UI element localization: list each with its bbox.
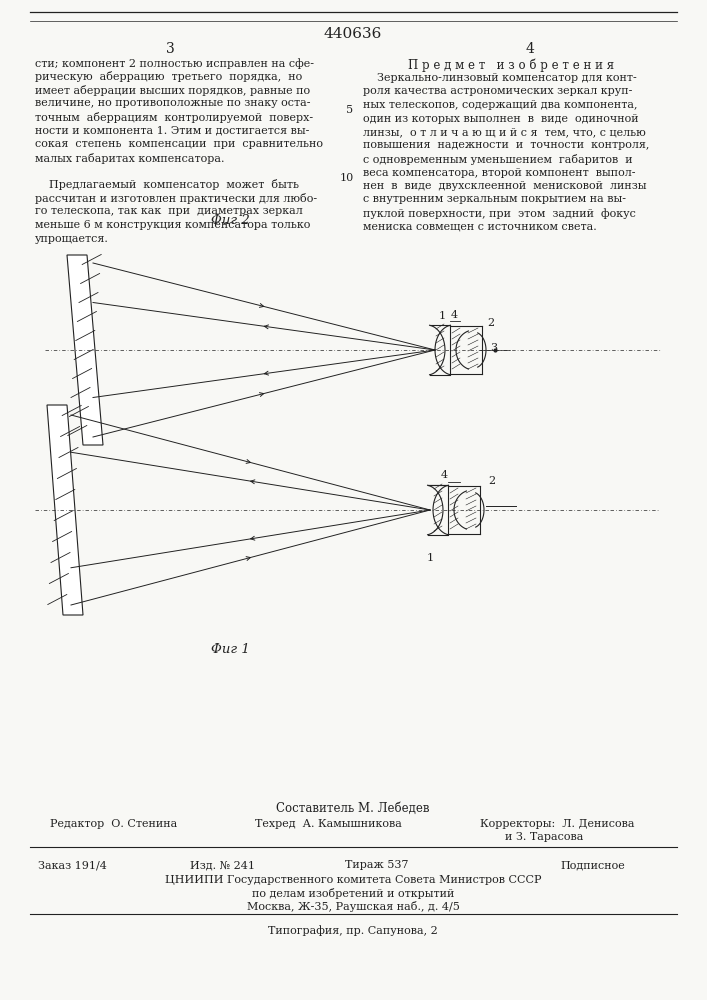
Text: сти; компонент 2 полностью исправлен на сфе-: сти; компонент 2 полностью исправлен на … — [35, 58, 314, 69]
Text: с внутренним зеркальным покрытием на вы-: с внутренним зеркальным покрытием на вы- — [363, 194, 626, 205]
Text: Подписное: Подписное — [560, 860, 625, 870]
Text: 1: 1 — [438, 311, 445, 321]
Text: рическую  аберрацию  третьего  порядка,  но: рическую аберрацию третьего порядка, но — [35, 72, 303, 83]
Text: Φиг 2: Φиг 2 — [211, 214, 250, 227]
Text: роля качества астрономических зеркал круп-: роля качества астрономических зеркал кру… — [363, 87, 632, 97]
Text: П р е д м е т   и з о б р е т е н и я: П р е д м е т и з о б р е т е н и я — [408, 58, 614, 72]
Text: ности и компонента 1. Этим и достигается вы-: ности и компонента 1. Этим и достигается… — [35, 125, 310, 135]
Text: Изд. № 241: Изд. № 241 — [190, 860, 255, 870]
Text: ных телескопов, содержащий два компонента,: ных телескопов, содержащий два компонент… — [363, 100, 638, 110]
Text: 10: 10 — [340, 173, 354, 183]
Text: рассчитан и изготовлен практически для любо-: рассчитан и изготовлен практически для л… — [35, 193, 317, 204]
Text: го телескопа, так как  при  диаметрах зеркал: го телескопа, так как при диаметрах зерк… — [35, 207, 303, 217]
Text: Корректоры:  Л. Денисова: Корректоры: Л. Денисова — [480, 819, 634, 829]
Polygon shape — [67, 255, 103, 445]
Text: Составитель М. Лебедев: Составитель М. Лебедев — [276, 802, 430, 815]
Text: Москва, Ж-35, Раушская наб., д. 4/5: Москва, Ж-35, Раушская наб., д. 4/5 — [247, 901, 460, 912]
Polygon shape — [47, 405, 83, 615]
Text: Заказ 191/4: Заказ 191/4 — [38, 860, 107, 870]
Text: нен  в  виде  двухсклеенной  менисковой  линзы: нен в виде двухсклеенной менисковой линз… — [363, 181, 646, 191]
Text: мениска совмещен с источником света.: мениска совмещен с источником света. — [363, 222, 597, 232]
Text: 1: 1 — [426, 553, 433, 563]
Text: Предлагаемый  компенсатор  может  быть: Предлагаемый компенсатор может быть — [35, 180, 299, 190]
Text: ЦНИИПИ Государственного комитета Совета Министров СССР: ЦНИИПИ Государственного комитета Совета … — [165, 875, 542, 885]
Text: линзы,  о т л и ч а ю щ и й с я  тем, что, с целью: линзы, о т л и ч а ю щ и й с я тем, что,… — [363, 127, 645, 137]
Text: 3: 3 — [490, 343, 497, 353]
Text: по делам изобретений и открытий: по делам изобретений и открытий — [252, 888, 454, 899]
Text: меньше 6 м конструкция компенсатора только: меньше 6 м конструкция компенсатора толь… — [35, 220, 310, 230]
Text: 4: 4 — [525, 42, 534, 56]
Text: упрощается.: упрощается. — [35, 233, 109, 243]
Text: Φиг 1: Φиг 1 — [211, 643, 250, 656]
Text: величине, но противоположные по знаку оста-: величине, но противоположные по знаку ос… — [35, 99, 310, 108]
Text: 4: 4 — [450, 310, 457, 320]
Text: и З. Тарасова: и З. Тарасова — [505, 832, 583, 842]
Text: Тираж 537: Тираж 537 — [345, 860, 409, 870]
Text: веса компенсатора, второй компонент  выпол-: веса компенсатора, второй компонент выпо… — [363, 167, 636, 178]
Text: 440636: 440636 — [324, 27, 382, 41]
Text: с одновременным уменьшением  габаритов  и: с одновременным уменьшением габаритов и — [363, 154, 633, 165]
Text: Редактор  О. Стенина: Редактор О. Стенина — [50, 819, 177, 829]
Text: Зеркально-линзовый компенсатор для конт-: Зеркально-линзовый компенсатор для конт- — [363, 73, 637, 83]
Text: пуклой поверхности, при  этом  задний  фокус: пуклой поверхности, при этом задний фоку… — [363, 208, 636, 219]
Text: 5: 5 — [346, 105, 354, 115]
Text: сокая  степень  компенсации  при  сравнительно: сокая степень компенсации при сравнитель… — [35, 139, 323, 149]
Text: точным  аберрациям  контролируемой  поверх-: точным аберрациям контролируемой поверх- — [35, 112, 313, 123]
Text: Типография, пр. Сапунова, 2: Типография, пр. Сапунова, 2 — [268, 925, 438, 936]
Text: 3: 3 — [165, 42, 175, 56]
Text: малых габаритах компенсатора.: малых габаритах компенсатора. — [35, 152, 225, 163]
Text: 2: 2 — [488, 476, 495, 486]
Text: 2: 2 — [487, 318, 494, 328]
Text: один из которых выполнен  в  виде  одиночной: один из которых выполнен в виде одиночно… — [363, 113, 638, 123]
Text: имеет аберрации высших порядков, равные по: имеет аберрации высших порядков, равные … — [35, 85, 310, 96]
Text: повышения  надежности  и  точности  контроля,: повышения надежности и точности контроля… — [363, 140, 649, 150]
Text: 4: 4 — [440, 470, 448, 480]
Text: Техред  А. Камышникова: Техред А. Камышникова — [255, 819, 402, 829]
